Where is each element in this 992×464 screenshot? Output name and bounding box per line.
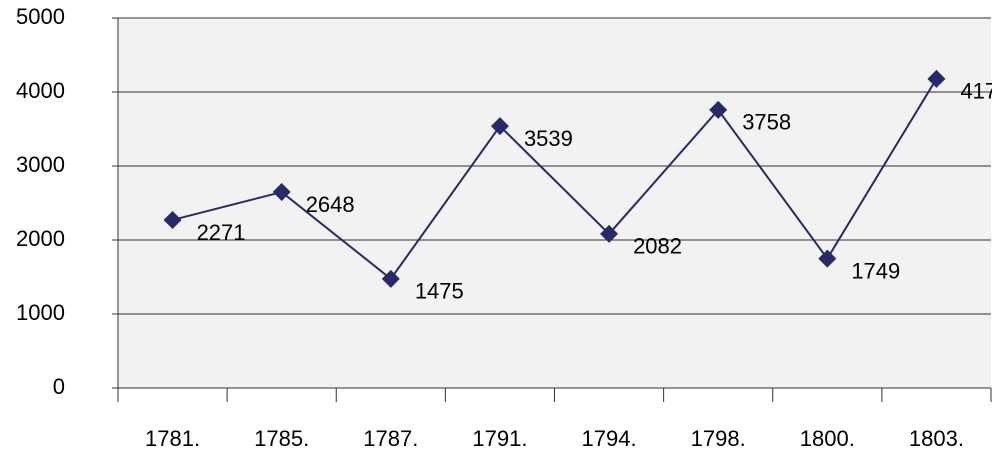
data-label: 2648 bbox=[306, 192, 355, 217]
y-tick-label: 1000 bbox=[16, 300, 65, 325]
marker bbox=[600, 224, 619, 243]
x-tick-label: 1787. bbox=[363, 426, 418, 451]
data-label: 3758 bbox=[742, 110, 791, 135]
data-label: 2082 bbox=[633, 234, 682, 259]
y-tick-label: 4000 bbox=[16, 78, 65, 103]
data-label: 1475 bbox=[415, 279, 464, 304]
data-label: 3539 bbox=[524, 126, 573, 151]
data-label: 1749 bbox=[851, 258, 900, 283]
plot-area bbox=[118, 18, 991, 388]
data-label: 4178 bbox=[960, 79, 992, 104]
y-tick-label: 2000 bbox=[16, 226, 65, 251]
marker bbox=[818, 249, 837, 268]
marker bbox=[163, 210, 182, 229]
line bbox=[172, 78, 938, 281]
x-tick-label: 1791. bbox=[472, 426, 527, 451]
x-tick-label: 1803. bbox=[909, 426, 964, 451]
x-tick-label: 1781. bbox=[145, 426, 200, 451]
x-tick-label: 1798. bbox=[691, 426, 746, 451]
marker bbox=[709, 100, 728, 119]
x-tick-label: 1785. bbox=[254, 426, 309, 451]
y-tick-label: 3000 bbox=[16, 152, 65, 177]
marker bbox=[927, 69, 946, 88]
marker bbox=[272, 183, 291, 202]
y-tick-label: 0 bbox=[53, 374, 65, 399]
marker bbox=[381, 269, 400, 288]
x-tick-label: 1794. bbox=[582, 426, 637, 451]
y-tick-label: 5000 bbox=[16, 4, 65, 29]
marker bbox=[490, 117, 509, 136]
data-label: 2271 bbox=[197, 220, 246, 245]
x-tick-label: 1800. bbox=[800, 426, 855, 451]
